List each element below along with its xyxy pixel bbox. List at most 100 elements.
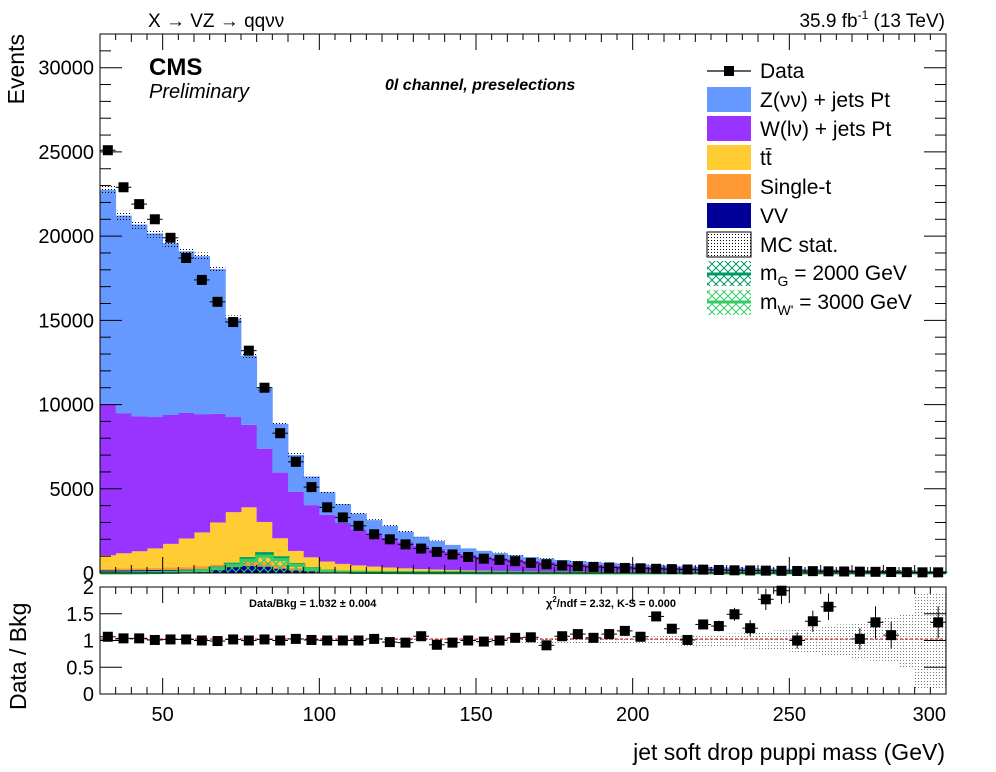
stack-bar-3-14 xyxy=(319,514,336,562)
x-tick-label-4: 250 xyxy=(773,704,806,726)
mc-stat-band-0 xyxy=(100,184,116,195)
data-point-48 xyxy=(854,566,865,577)
mc-stat-band-24 xyxy=(476,550,492,552)
data-point-13 xyxy=(306,482,317,493)
legend-st-swatch xyxy=(707,174,751,199)
mc-stat-band-20 xyxy=(413,536,429,538)
data-point-6 xyxy=(196,274,207,285)
mc-stat-band-5 xyxy=(178,247,194,256)
legend-entry-sig2: mW' = 3000 GeV xyxy=(707,290,912,318)
cms-label: CMS xyxy=(149,54,202,81)
ratio-point-40 xyxy=(729,609,740,620)
data-point-21 xyxy=(431,546,442,557)
stack-bar-4-21 xyxy=(429,541,446,549)
y-tick-label-4: 20000 xyxy=(38,226,94,248)
ratio-point-33 xyxy=(619,625,630,636)
stack-bar-3-13 xyxy=(303,505,320,558)
ratio-point-16 xyxy=(353,635,364,646)
ratio-unc-band-33 xyxy=(617,636,633,645)
mc-stat-band-6 xyxy=(194,252,210,260)
ratio-unc-band-51 xyxy=(899,613,915,668)
ratio-point-11 xyxy=(275,635,286,646)
stack-bar-4-24 xyxy=(476,550,493,557)
ratio-point-6 xyxy=(196,635,207,646)
ratio-point-14 xyxy=(322,635,333,646)
legend-entry-tt: tt̄ xyxy=(707,145,772,170)
data-point-5 xyxy=(181,253,192,264)
stack-bar-4-22 xyxy=(444,544,461,552)
mc-stat-band-16 xyxy=(350,512,367,515)
data-point-0 xyxy=(102,145,113,156)
ratio-point-9 xyxy=(243,635,254,646)
x-tick-label-2: 150 xyxy=(459,704,492,726)
data-point-27 xyxy=(525,557,536,568)
ratio-point-37 xyxy=(682,634,693,645)
data-point-2 xyxy=(134,199,145,210)
stack-bar-3-2 xyxy=(131,416,148,552)
stack-bar-3-1 xyxy=(115,413,132,554)
mc-stat-band-17 xyxy=(366,519,382,522)
legend-entry-st: Single-t xyxy=(707,174,831,199)
stack-bar-2-19 xyxy=(397,568,414,572)
data-point-34 xyxy=(635,563,646,574)
data-point-15 xyxy=(337,512,348,523)
data-point-41 xyxy=(745,565,756,576)
ratio-unc-band-39 xyxy=(711,634,727,647)
mc-stat-band-9 xyxy=(241,353,257,359)
legend-entry-data: Data xyxy=(707,60,805,83)
stack-bar-3-0 xyxy=(100,403,117,556)
mc-stat-band-4 xyxy=(162,239,179,248)
mc-stat-band-3 xyxy=(147,229,163,238)
data-point-23 xyxy=(463,551,474,562)
ratio-point-50 xyxy=(886,630,897,641)
stack-bar-3-9 xyxy=(241,424,258,508)
data-point-43 xyxy=(776,565,787,576)
stack-bar-4-18 xyxy=(382,525,399,538)
ratio-point-18 xyxy=(384,637,395,648)
legend-w-swatch xyxy=(707,116,751,141)
stack-bar-2-22 xyxy=(444,569,461,573)
mc-stat-band-11 xyxy=(272,421,288,426)
legend-tt-label: tt̄ xyxy=(760,147,772,170)
data-point-20 xyxy=(416,543,427,554)
stack-bar-1-2 xyxy=(131,568,148,571)
legend-vv-label: VV xyxy=(760,205,788,228)
ratio-point-17 xyxy=(369,633,380,644)
ratio-point-1 xyxy=(118,633,129,644)
ratio-y-tick-label-3: 1.5 xyxy=(66,604,94,626)
data-point-32 xyxy=(604,562,615,573)
data-point-11 xyxy=(275,428,286,439)
ratio-point-53 xyxy=(933,617,944,628)
mc-stat-band-15 xyxy=(335,502,351,506)
ratio-unc-band-52 xyxy=(914,592,931,689)
mc-stat-band-23 xyxy=(460,547,476,549)
stack-bar-2-16 xyxy=(350,565,367,571)
stack-bar-4-20 xyxy=(413,536,430,546)
legend-tt-swatch xyxy=(707,145,751,170)
ratio-point-24 xyxy=(478,636,489,647)
mc-stat-band-21 xyxy=(429,540,445,542)
ratio-y-tick-label-4: 2 xyxy=(83,577,94,599)
data-point-18 xyxy=(384,534,395,545)
data-point-45 xyxy=(807,566,818,577)
ratio-unc-band-43 xyxy=(773,630,790,651)
stack-bar-2-17 xyxy=(366,566,383,572)
y-tick-label-0: 0 xyxy=(83,563,94,585)
mc-stat-band-14 xyxy=(319,490,335,494)
data-point-39 xyxy=(713,564,724,575)
x-axis-title: jet soft drop puppi mass (GeV) xyxy=(632,739,945,765)
ratio-unc-band-41 xyxy=(742,632,758,649)
ratio-summary-text: Data/Bkg = 1.032 ± 0.004 xyxy=(249,598,377,610)
stack-bar-4-0 xyxy=(100,189,117,404)
y-tick-label-5: 25000 xyxy=(38,142,94,164)
legend-mc-label: MC stat. xyxy=(760,234,838,257)
legend-entry-vv: VV xyxy=(707,203,788,228)
stack-bar-3-5 xyxy=(178,412,195,539)
y-tick-label-2: 10000 xyxy=(38,395,94,417)
ratio-points-layer xyxy=(100,585,946,651)
ratio-point-20 xyxy=(416,631,427,642)
ratio-unc-band-42 xyxy=(758,631,774,650)
ratio-point-32 xyxy=(604,629,615,640)
data-point-31 xyxy=(588,561,599,572)
ratio-point-27 xyxy=(525,632,536,643)
